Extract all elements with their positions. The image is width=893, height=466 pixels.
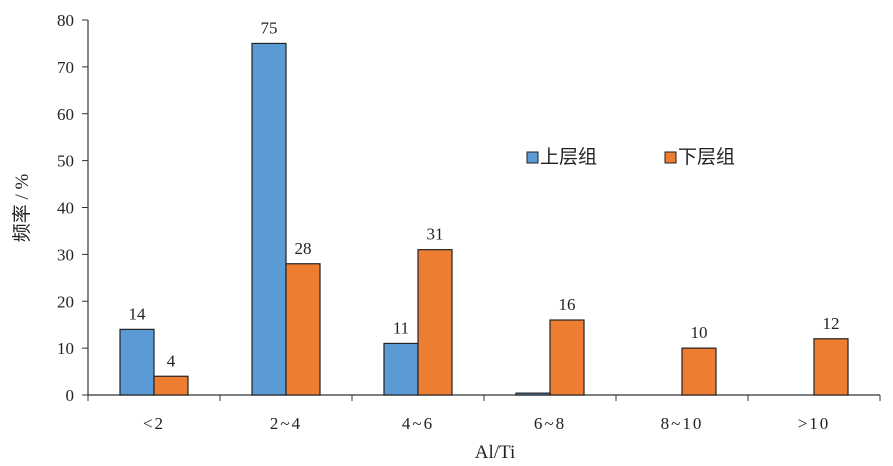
bars: 14 75 11 4 28 31 16 10 12 xyxy=(119,18,849,396)
y-tick-label: 50 xyxy=(57,152,74,171)
legend-swatch xyxy=(664,151,677,164)
axes: 0 10 20 30 40 50 60 70 80 <2 2~4 4~6 6~8 8~10 >10 xyxy=(57,11,881,433)
bar xyxy=(813,338,849,396)
data-label: 4 xyxy=(167,351,176,370)
legend-label: 上层组 xyxy=(540,146,597,168)
y-tick-label: 30 xyxy=(57,245,74,264)
y-tick-label: 70 xyxy=(57,58,74,77)
x-tick-label: 6~8 xyxy=(534,414,566,433)
bar xyxy=(681,347,717,396)
x-tick-label: 4~6 xyxy=(402,414,434,433)
data-label: 16 xyxy=(559,295,576,314)
y-axis-title: 频率 / % xyxy=(11,174,33,243)
legend-swatch xyxy=(526,151,539,164)
bar xyxy=(285,263,321,396)
bar xyxy=(251,42,287,396)
y-tick-label: 60 xyxy=(57,105,74,124)
x-tick-label: <2 xyxy=(143,414,165,433)
data-label: 10 xyxy=(691,323,708,342)
bar xyxy=(549,319,585,396)
data-label: 28 xyxy=(295,239,312,258)
x-tick-label: 8~10 xyxy=(661,414,704,433)
y-tick-label: 40 xyxy=(57,199,74,218)
y-tick-label: 10 xyxy=(57,339,74,358)
legend: 上层组 下层组 xyxy=(526,146,735,168)
bar xyxy=(383,342,419,396)
bar xyxy=(119,328,155,396)
data-label: 11 xyxy=(393,318,409,337)
bar xyxy=(417,249,453,396)
y-tick-label: 0 xyxy=(66,386,75,405)
y-tick-label: 20 xyxy=(57,292,74,311)
x-tick-label: >10 xyxy=(798,414,831,433)
data-label: 12 xyxy=(823,314,840,333)
y-tick-label: 80 xyxy=(57,11,74,30)
legend-label: 下层组 xyxy=(678,146,735,168)
data-label: 31 xyxy=(427,225,444,244)
bar xyxy=(153,375,189,396)
data-label: 75 xyxy=(261,18,278,37)
x-tick-label: 2~4 xyxy=(270,414,302,433)
bar xyxy=(515,392,551,396)
x-axis-title: Al/Ti xyxy=(475,442,516,463)
data-label: 14 xyxy=(129,304,147,323)
